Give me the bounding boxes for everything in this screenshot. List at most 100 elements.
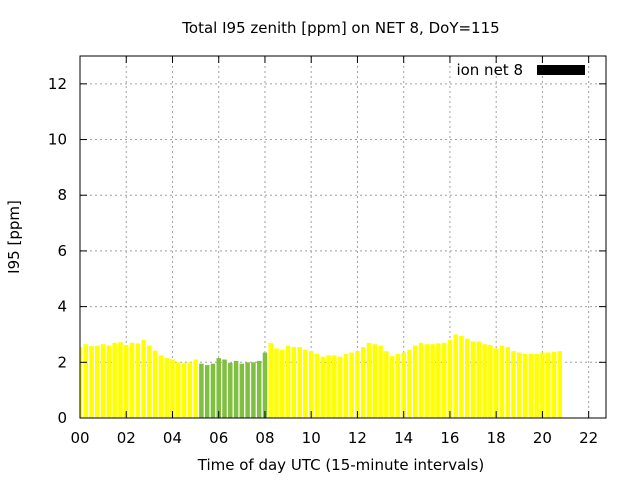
- bar: [308, 351, 314, 418]
- bar: [366, 342, 372, 418]
- bar: [476, 341, 482, 418]
- x-tick-label: 22: [579, 429, 598, 447]
- x-tick-label: 08: [255, 429, 274, 447]
- bar: [482, 344, 487, 418]
- bar: [401, 352, 406, 418]
- bar: [499, 345, 505, 418]
- y-tick-label: 0: [57, 409, 67, 427]
- bar: [337, 356, 343, 418]
- bar: [418, 342, 424, 418]
- bar: [256, 360, 262, 418]
- x-tick-label: 20: [533, 429, 552, 447]
- bar: [488, 345, 493, 418]
- bar: [245, 362, 250, 418]
- bar: [118, 342, 123, 418]
- bar: [389, 356, 395, 418]
- bar: [95, 345, 100, 418]
- bar: [141, 340, 146, 418]
- bar: [100, 344, 106, 418]
- bar: [129, 342, 135, 418]
- bar: [251, 362, 256, 418]
- plot-frame: [79, 55, 607, 419]
- bar: [349, 352, 354, 418]
- bar: [407, 349, 412, 418]
- bar: [372, 344, 378, 418]
- x-tick-label: 00: [70, 429, 89, 447]
- bar: [268, 342, 273, 418]
- bar: [204, 365, 210, 418]
- x-tick-label: 06: [209, 429, 228, 447]
- y-tick-label: 12: [48, 75, 67, 93]
- bar: [89, 346, 94, 418]
- bar: [493, 348, 499, 418]
- x-tick-label: 16: [440, 429, 459, 447]
- bar: [147, 345, 152, 418]
- bars: [80, 334, 563, 418]
- bar: [557, 351, 563, 418]
- bar: [164, 358, 169, 418]
- bar: [384, 351, 389, 418]
- bar: [436, 343, 441, 418]
- bar: [332, 355, 337, 418]
- bar: [522, 353, 528, 418]
- legend-swatch: [537, 65, 585, 75]
- bar: [193, 359, 198, 418]
- bar: [303, 349, 308, 418]
- bar: [326, 355, 331, 418]
- bar: [280, 349, 285, 418]
- bar: [395, 353, 401, 418]
- bar: [285, 345, 291, 418]
- bar: [447, 340, 453, 418]
- bar: [430, 344, 435, 418]
- x-tick-label: 12: [348, 429, 367, 447]
- bar: [135, 343, 141, 418]
- bar: [413, 345, 418, 418]
- bar: [112, 342, 117, 418]
- bar: [80, 346, 83, 418]
- bar: [170, 359, 175, 418]
- bar: [511, 351, 516, 418]
- bar: [551, 351, 557, 418]
- bar: [465, 338, 470, 418]
- bar: [534, 353, 539, 418]
- y-tick-label: 2: [57, 353, 67, 371]
- bar: [210, 363, 216, 418]
- bar: [424, 344, 430, 418]
- bar: [222, 359, 227, 418]
- bar: [360, 346, 366, 418]
- bar: [528, 353, 534, 418]
- bar: [470, 341, 476, 418]
- x-tick-label: 14: [394, 429, 413, 447]
- bar: [152, 350, 158, 418]
- bar: [517, 352, 522, 418]
- bar: [453, 334, 458, 418]
- chart-title: Total I95 zenith [ppm] on NET 8, DoY=115: [181, 19, 499, 37]
- x-tick-label: 10: [302, 429, 321, 447]
- bar: [187, 362, 193, 418]
- y-tick-label: 8: [57, 186, 67, 204]
- bar: [239, 363, 245, 418]
- bar: [181, 362, 187, 418]
- bar: [158, 355, 164, 418]
- bar: [199, 363, 204, 418]
- x-axis-label: Time of day UTC (15-minute intervals): [197, 456, 484, 474]
- bar: [176, 362, 181, 418]
- bar: [314, 353, 320, 418]
- y-tick-label: 10: [48, 131, 67, 149]
- bar: [233, 360, 239, 418]
- bar: [343, 353, 349, 418]
- x-tick-label: 18: [487, 429, 506, 447]
- legend-label: ion net 8: [456, 61, 523, 79]
- y-tick-label: 6: [57, 242, 67, 260]
- bar: [355, 351, 360, 418]
- bar: [320, 356, 326, 418]
- bar: [228, 362, 233, 418]
- x-tick-label: 02: [117, 429, 136, 447]
- bar: [378, 345, 383, 418]
- x-tick-label: 04: [163, 429, 182, 447]
- y-axis-label: I95 [ppm]: [5, 200, 23, 274]
- y-tick-label: 4: [57, 298, 67, 316]
- bar: [83, 344, 89, 418]
